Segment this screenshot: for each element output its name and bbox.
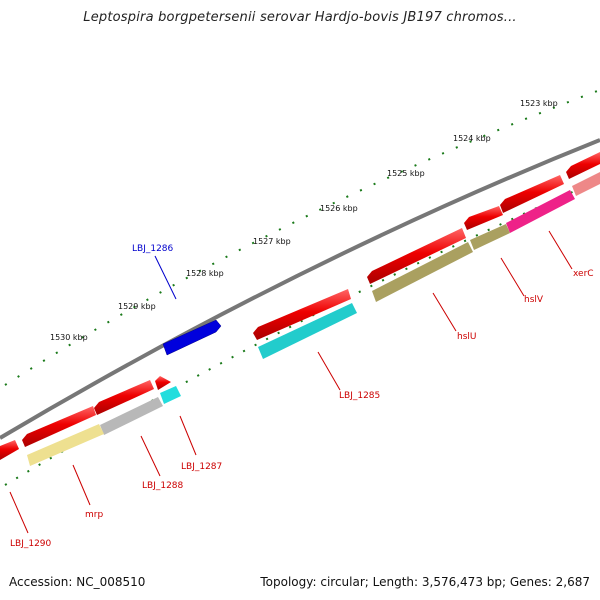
tick-label-1528: 1528 kbp [186, 269, 224, 278]
label-hslv[interactable]: hslV [524, 295, 544, 305]
label-lbj-1288[interactable]: LBJ_1288 [142, 481, 184, 491]
accession-text: Accession: NC_008510 [9, 575, 146, 589]
leader-lbj-1288 [140, 435, 161, 477]
gene-lbj-1285-cds[interactable] [253, 289, 351, 340]
gene-hslv-cds[interactable] [464, 206, 503, 230]
label-lbj-1286[interactable]: LBJ_1286 [132, 244, 174, 254]
gene-mrp-cds[interactable] [22, 406, 96, 447]
cog-bar-lbj-1288 [100, 397, 163, 435]
outer-tick-ring [4, 89, 600, 386]
gene-xerc-cds[interactable] [500, 175, 564, 213]
tick-label-1524: 1524 kbp [453, 134, 491, 143]
gene-lbj-1286[interactable] [162, 319, 222, 356]
gene-hslu-cds[interactable] [367, 228, 466, 284]
leader-mrp [72, 464, 91, 506]
tick-label-1527: 1527 kbp [253, 237, 291, 246]
cog-bar-lbj-1285 [258, 303, 357, 359]
cog-bar-next [572, 172, 600, 196]
tick-label-1530: 1530 kbp [50, 333, 88, 342]
leader-lbj-1286 [154, 255, 177, 300]
label-lbj-1287[interactable]: LBJ_1287 [181, 462, 222, 472]
label-xerc[interactable]: xerC [573, 269, 594, 279]
leader-lbj-1285 [317, 351, 341, 391]
gene-lbj-1288-cds[interactable] [94, 380, 154, 415]
cog-bar-xerc [506, 190, 575, 233]
cog-bar-hslv [470, 224, 510, 250]
gene-next-cds[interactable] [566, 152, 600, 179]
cog-bar-mrp [27, 424, 104, 466]
gene-lbj-1290-cds[interactable] [0, 440, 19, 460]
cog-bar-lbj-1287 [160, 386, 181, 404]
leader-lbj-1287 [179, 415, 197, 456]
genome-summary-text: Topology: circular; Length: 3,576,473 bp… [260, 575, 590, 589]
leader-hslv [500, 257, 525, 297]
tick-label-1523: 1523 kbp [520, 99, 558, 108]
map-title: Leptospira borgpetersenii serovar Hardjo… [83, 10, 517, 25]
gene-lbj-1287-cds[interactable] [155, 376, 171, 390]
inner-tick-ring [4, 179, 600, 486]
cog-bar-hslu [372, 242, 473, 302]
tick-label-1525: 1525 kbp [387, 169, 425, 178]
backbone [0, 138, 600, 440]
tick-label-1526: 1526 kbp [320, 204, 358, 213]
leader-xerc [548, 230, 573, 270]
tick-label-1529: 1529 kbp [118, 302, 156, 311]
label-lbj-1285[interactable]: LBJ_1285 [339, 391, 380, 401]
label-mrp[interactable]: mrp [85, 510, 103, 520]
leader-lbj-1290 [9, 491, 29, 534]
label-hslu[interactable]: hslU [457, 332, 476, 342]
leader-hslu [432, 292, 457, 332]
label-lbj-1290[interactable]: LBJ_1290 [10, 539, 52, 549]
